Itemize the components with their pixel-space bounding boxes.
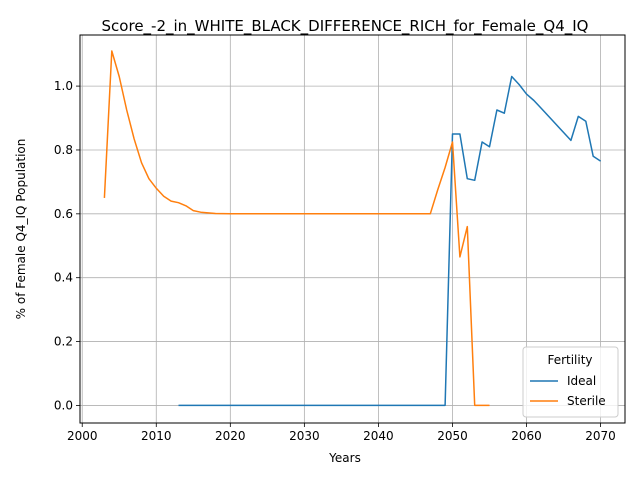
y-tick-label: 0.4: [54, 271, 73, 285]
plot-frame: [79, 34, 626, 424]
series-line-ideal: [178, 75, 602, 407]
x-tick-label: 2000: [67, 429, 98, 443]
legend-label-ideal: Ideal: [567, 374, 596, 388]
y-tick-label: 0.8: [54, 143, 73, 157]
x-tick-label: 2040: [363, 429, 394, 443]
legend-label-sterile: Sterile: [567, 394, 606, 408]
x-tick-label: 2060: [511, 429, 542, 443]
y-axis-label: % of Female Q4_IQ Population: [14, 139, 28, 320]
y-tick-label: 0.6: [54, 207, 73, 221]
legend-title: Fertility: [547, 353, 592, 367]
legend-box: [522, 346, 619, 418]
grid: [80, 35, 625, 423]
x-tick-label: 2070: [585, 429, 616, 443]
x-tick-label: 2050: [437, 429, 468, 443]
x-axis-label: Years: [328, 451, 361, 465]
legend: Fertility Ideal Sterile: [522, 346, 619, 418]
x-tick-label: 2020: [215, 429, 246, 443]
series-layer: [103, 50, 602, 407]
y-tick-label: 1.0: [54, 79, 73, 93]
y-tick-label: 0.2: [54, 335, 73, 349]
ticks: 2000 2010 2020 2030 2040 2050 2060 2070 0.0 0.2 0.…: [54, 79, 616, 443]
series-line-sterile: [103, 50, 490, 407]
x-tick-label: 2010: [141, 429, 172, 443]
x-tick-label: 2030: [289, 429, 320, 443]
y-tick-label: 0.0: [54, 398, 73, 412]
chart-title: Score_-2_in_WHITE_BLACK_DIFFERENCE_RICH_…: [102, 17, 589, 36]
